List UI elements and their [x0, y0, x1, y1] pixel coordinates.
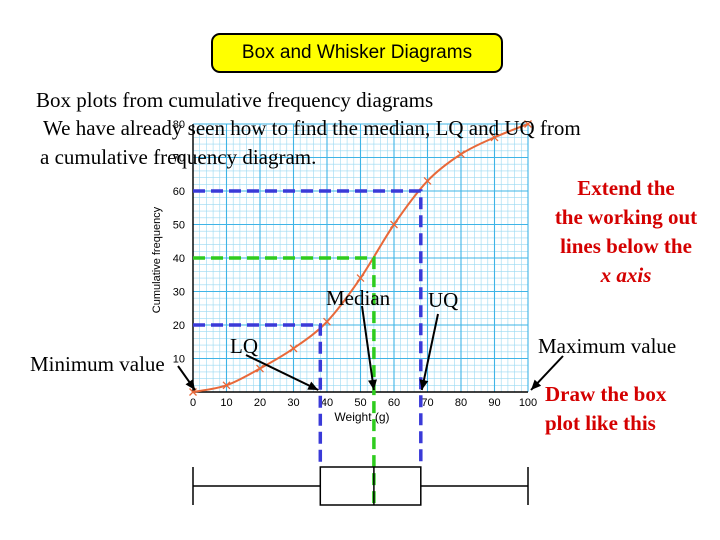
x-tick-label: 10: [220, 397, 232, 409]
x-tick-label: 70: [421, 397, 433, 409]
arrow-shaft: [420, 313, 439, 391]
x-tick-label: 90: [488, 397, 500, 409]
arrow-head: [185, 379, 195, 390]
data-point: [356, 274, 365, 283]
box-plot: [192, 466, 529, 506]
x-tick-label: 20: [254, 397, 266, 409]
uq-guide-line: [193, 189, 423, 467]
tick-labels: 0 10 20 30 40 50 60 70 80 90 100 10 20 30 40 50 60 70 80: [173, 119, 537, 409]
arrow-head: [368, 379, 377, 390]
x-tick-label: 0: [190, 397, 196, 409]
extend-note-line: Extend the: [577, 176, 675, 200]
quartile-guides: [193, 189, 423, 505]
data-point: [222, 381, 231, 390]
data-point-cross: [423, 176, 432, 185]
data-point-cross: [524, 120, 532, 128]
text-line-3: a cumulative frequency diagram.: [40, 145, 317, 169]
median-guide-line: [193, 256, 376, 505]
y-tick-label: 30: [173, 287, 185, 299]
arrow-head: [307, 381, 319, 390]
data-point: [524, 120, 532, 128]
x-tick-label: 60: [388, 397, 400, 409]
maximum-label: Maximum value: [538, 334, 677, 358]
y-tick-label: 80: [173, 119, 185, 131]
extend-note-line: lines below the: [560, 234, 692, 258]
data-point-cross: [490, 133, 499, 142]
data-point: [390, 220, 398, 229]
text-line-2: We have already seen how to find the med…: [43, 116, 581, 140]
x-tick-label: 40: [321, 397, 333, 409]
lq-arrow: [245, 354, 319, 391]
x-axis-title: Weight (g): [334, 410, 389, 424]
x-tick-label: 100: [519, 397, 537, 409]
data-point-cross: [323, 317, 331, 326]
extend-note-line: the working out: [554, 205, 698, 229]
x-tick-label: 50: [354, 397, 366, 409]
data-point: [323, 317, 331, 326]
lq-label: LQ: [230, 334, 258, 358]
arrow-head: [531, 379, 542, 390]
data-point: [457, 150, 465, 159]
data-point-cross: [390, 220, 398, 229]
y-tick-label: 20: [173, 320, 185, 332]
y-tick-label: 70: [173, 153, 185, 165]
maximum-arrow: [530, 355, 564, 391]
arrows: [177, 305, 564, 391]
draw-box-note-line: Draw the box: [545, 382, 667, 406]
y-tick-label: 40: [173, 253, 185, 265]
extend-note-line: x axis: [600, 263, 652, 287]
uq-label: UQ: [428, 288, 459, 312]
y-tick-label: 10: [173, 354, 185, 366]
median-arrow: [361, 305, 377, 391]
page-title: Box and Whisker Diagrams: [241, 42, 473, 63]
minimum-label: Minimum value: [30, 352, 165, 376]
y-tick-label: 60: [173, 186, 185, 198]
title-box: Box and Whisker Diagrams: [211, 33, 503, 73]
uq-arrow: [419, 313, 439, 391]
data-point-cross: [457, 150, 465, 159]
arrow-head: [419, 379, 429, 390]
y-axis-title: Cumulative frequency: [151, 206, 163, 313]
x-tick-label: 80: [455, 397, 467, 409]
data-point-cross: [289, 344, 298, 353]
arrow-shaft: [361, 305, 375, 391]
text-line-1: Box plots from cumulative frequency diag…: [36, 88, 434, 112]
data-point: [256, 364, 264, 373]
extend-note: Extend the the working out lines below t…: [540, 174, 712, 290]
median-label: Median: [326, 286, 391, 310]
curve-layer: [189, 120, 532, 396]
arrow-shaft: [245, 354, 319, 391]
box: [319, 466, 422, 506]
data-point-cross: [356, 274, 365, 283]
y-tick-label: 50: [173, 220, 185, 232]
data-point: [490, 133, 499, 142]
draw-box-note-line: plot like this: [545, 411, 656, 435]
draw-box-note: Draw the box plot like this: [545, 380, 685, 438]
lq-guide-line: [193, 323, 323, 467]
data-point: [423, 176, 432, 185]
data-point-cross: [256, 364, 264, 373]
minimum-arrow: [177, 365, 196, 391]
x-tick-label: 30: [287, 397, 299, 409]
data-point: [289, 344, 298, 353]
data-point-cross: [222, 381, 231, 390]
